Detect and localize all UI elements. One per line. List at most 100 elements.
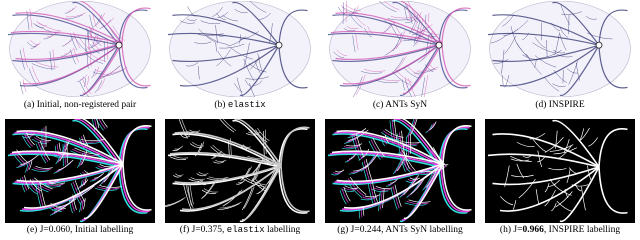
vessel [224, 189, 243, 206]
vessel [257, 127, 270, 141]
vessel [403, 66, 419, 79]
vessel [553, 184, 572, 196]
vessel [222, 119, 237, 132]
vessel [234, 8, 248, 14]
vessel [431, 160, 449, 166]
vessel [504, 75, 510, 88]
vessel [247, 131, 262, 134]
vessel [401, 130, 405, 155]
vessel [22, 79, 27, 93]
vessel [487, 153, 600, 168]
vessel [367, 26, 375, 36]
optic-disc [275, 41, 283, 49]
vessel [559, 44, 600, 97]
vessel [102, 67, 128, 76]
vessel [560, 4, 571, 25]
vessel [401, 149, 416, 172]
vessel [82, 198, 86, 210]
vessel [551, 203, 557, 212]
vessel [492, 14, 600, 46]
vessel [172, 133, 280, 168]
vessel [16, 130, 124, 165]
vessel [215, 42, 218, 52]
vessel [217, 203, 240, 210]
vessel [227, 36, 247, 47]
caption: (c) ANTs SyN [320, 100, 480, 110]
vessel [552, 1, 600, 46]
vessel [348, 129, 369, 141]
vessel [414, 24, 433, 34]
vessel [552, 83, 566, 87]
vessel [392, 20, 406, 41]
vessel [91, 119, 96, 132]
vessel [33, 137, 49, 143]
vessel [421, 47, 433, 61]
vessel [280, 165, 310, 213]
vessel [212, 6, 223, 17]
vessel [427, 12, 430, 23]
vessel [89, 41, 100, 49]
vessel [173, 174, 182, 178]
vessel [571, 184, 589, 187]
vessel [404, 3, 418, 24]
vessel [257, 53, 263, 73]
vessel [7, 153, 120, 168]
vessel [426, 169, 437, 188]
vessel [102, 17, 115, 27]
vessel [370, 184, 376, 204]
vessel [219, 201, 242, 209]
vessel [175, 173, 184, 176]
vessel [213, 150, 223, 158]
vessel [552, 49, 566, 54]
vessel [181, 132, 190, 137]
vessel [432, 147, 447, 167]
vessel [181, 119, 191, 138]
vessel [255, 129, 268, 143]
vessel [249, 1, 267, 13]
vessel [341, 188, 349, 203]
vessel [86, 48, 89, 69]
vessel [198, 171, 209, 175]
vessel [242, 144, 251, 148]
vessel [88, 25, 105, 44]
vessel [269, 23, 273, 44]
vessel [103, 164, 116, 183]
vessel [278, 166, 308, 214]
vessel [403, 35, 422, 41]
vessel [189, 184, 194, 205]
vessel [64, 35, 77, 45]
vessel [438, 166, 468, 214]
caption: (d) INSPIRE [480, 100, 640, 110]
vessel [585, 15, 597, 20]
vessel [179, 44, 280, 87]
vessel [61, 51, 71, 57]
vessel [487, 32, 600, 46]
vessel [236, 77, 244, 97]
vessel [187, 6, 196, 17]
vessel [180, 20, 196, 24]
vessel [390, 16, 416, 19]
fundus [9, 1, 151, 97]
vessel [228, 139, 230, 159]
vessel [387, 41, 402, 54]
vessel [537, 150, 543, 168]
optic-disc [115, 41, 123, 49]
vessel [416, 26, 440, 36]
vessel [358, 208, 361, 219]
vessel [89, 14, 94, 30]
vessel [362, 153, 378, 171]
vessel [518, 178, 536, 199]
vessel [566, 168, 571, 184]
vessel [373, 187, 391, 191]
fundus-image [487, 1, 631, 97]
vessel [172, 44, 280, 63]
vessel [341, 4, 349, 13]
vessel-labelling-image [485, 119, 635, 223]
vessel [280, 126, 310, 166]
vessel [197, 33, 224, 36]
vessel [360, 207, 363, 218]
vessel [249, 83, 256, 97]
vessel [26, 41, 37, 48]
vessel [372, 183, 378, 202]
vessel [394, 184, 402, 207]
